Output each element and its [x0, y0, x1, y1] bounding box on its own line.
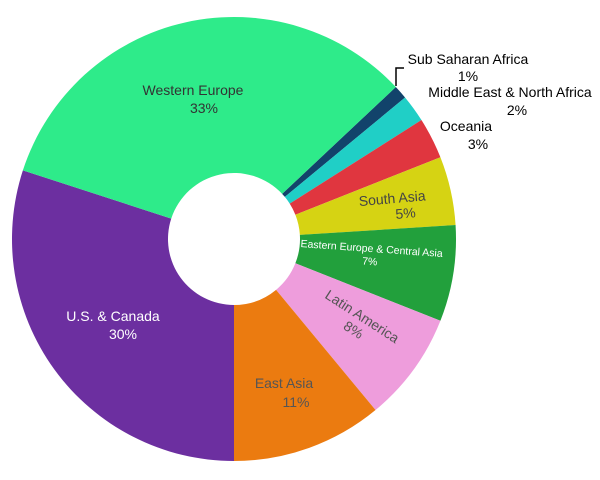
slice-oceania[interactable] [289, 120, 441, 215]
slice-latin-america[interactable] [276, 263, 441, 411]
label-western-europe-name: Western Europe [143, 82, 244, 98]
donut-slices [11, 17, 456, 461]
svg-text:5%: 5% [395, 204, 417, 222]
svg-text:South Asia: South Asia [358, 187, 426, 209]
slice-east-asia[interactable] [234, 289, 376, 461]
label-east-asia-name: East Asia [255, 375, 314, 391]
slice-eastern-europe-central-asia[interactable] [295, 225, 456, 321]
label-mena-name: Middle East & North Africa [428, 84, 592, 100]
label-east-asia-pct: 11% [283, 394, 310, 410]
label-oceania-name: Oceania [440, 118, 492, 134]
label-sub-saharan-africa-name: Sub Saharan Africa [408, 51, 529, 67]
label-us-canada-pct: 30% [109, 326, 137, 342]
slice-middle-east-north-africa[interactable] [284, 97, 422, 204]
slice-sub-saharan-africa[interactable] [282, 87, 406, 197]
label-sub-saharan-africa-pct: 1% [458, 68, 478, 84]
svg-text:7%: 7% [362, 255, 378, 268]
slice-south-asia[interactable] [295, 157, 456, 235]
label-us-canada-name: U.S. & Canada [66, 308, 160, 324]
label-western-europe-pct: 33% [190, 100, 218, 116]
slice-u-s-canada[interactable] [11, 170, 234, 461]
label-south-asia: South Asia 5% [358, 187, 426, 222]
label-oceania-pct: 3% [468, 136, 488, 152]
label-mena-pct: 2% [507, 102, 527, 118]
leader-line-sub-saharan-africa [395, 67, 404, 86]
slice-western-europe[interactable] [22, 17, 396, 219]
